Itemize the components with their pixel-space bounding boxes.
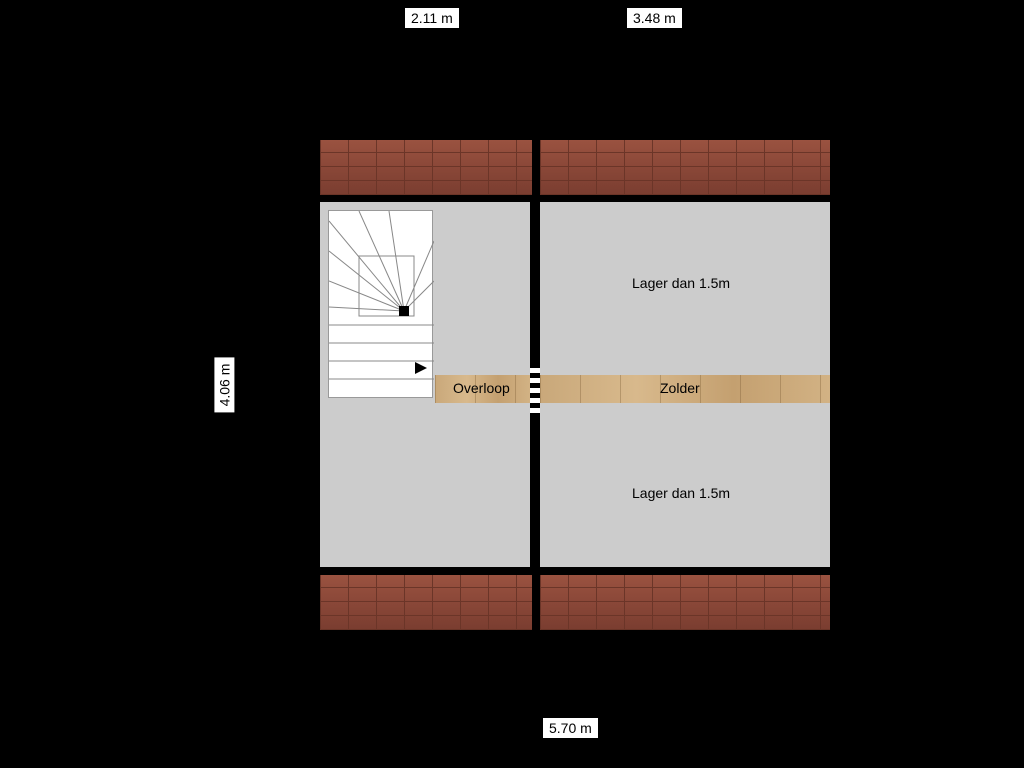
stair-direction-arrow	[415, 362, 427, 374]
beam-bottom	[320, 567, 830, 575]
label-lager-bottom: Lager dan 1.5m	[632, 485, 730, 501]
roof-bottom-right	[540, 575, 830, 630]
roof-bottom-left	[320, 575, 532, 630]
roof-top-right	[540, 140, 830, 195]
wall-divider-bottom	[530, 413, 540, 575]
dim-left: 4.06 m	[214, 358, 234, 413]
label-lager-top: Lager dan 1.5m	[632, 275, 730, 291]
label-overloop: Overloop	[453, 380, 510, 396]
door-opening	[530, 365, 540, 413]
floor-plan: Overloop Zolder Lager dan 1.5m Lager dan…	[320, 140, 830, 630]
dim-top-left: 2.11 m	[405, 8, 459, 28]
label-zolder: Zolder	[660, 380, 700, 396]
dim-top-right: 3.48 m	[627, 8, 682, 28]
beam-top	[320, 195, 830, 202]
dim-bottom: 5.70 m	[543, 718, 598, 738]
roof-top-left	[320, 140, 532, 195]
wall-divider-top	[530, 195, 540, 365]
